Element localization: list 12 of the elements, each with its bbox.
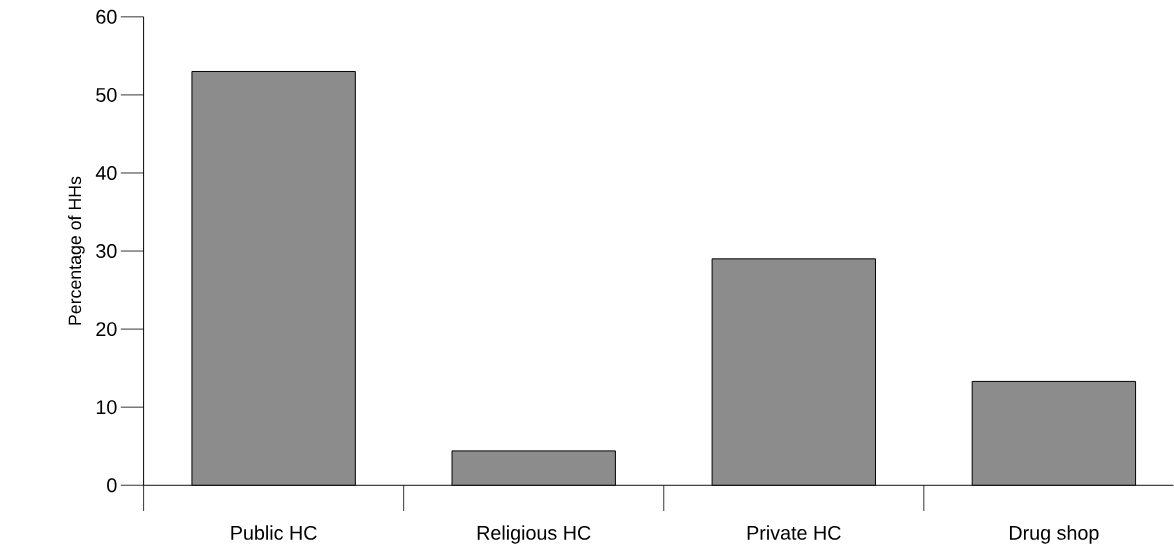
y-tick-label: 30 [96, 244, 117, 258]
y-axis-title: Percentage of HHs [68, 176, 85, 325]
y-tick-label: 10 [96, 400, 117, 415]
x-tick-label: Drug shop [1009, 525, 1099, 544]
y-tick-label: 0 [107, 478, 117, 493]
x-tick-label: Private HC [747, 525, 841, 540]
y-tick-label: 50 [96, 87, 117, 102]
y-tick-label: 60 [96, 9, 117, 24]
x-tick-label: Religious HC [477, 525, 591, 544]
y-tick-label: 20 [96, 322, 117, 337]
y-tick-label: 40 [95, 165, 117, 180]
x-tick-label: Public HC [231, 525, 317, 540]
